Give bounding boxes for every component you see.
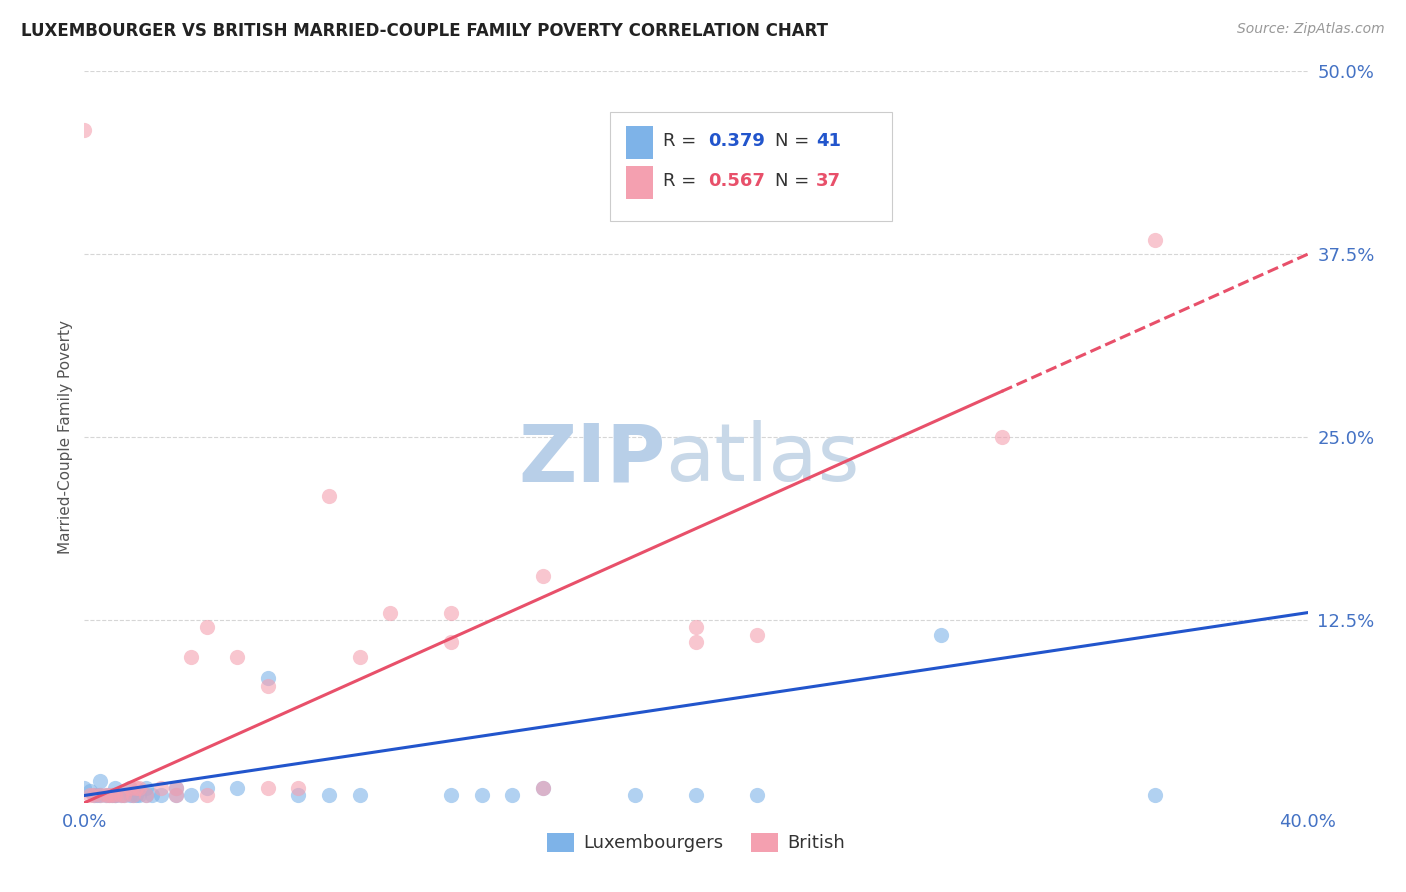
Point bbox=[135, 781, 157, 796]
Point bbox=[165, 781, 187, 796]
Point bbox=[1143, 233, 1166, 247]
Point bbox=[747, 789, 769, 803]
Point bbox=[101, 789, 124, 803]
Text: 37: 37 bbox=[815, 172, 841, 190]
Point bbox=[86, 789, 108, 803]
Point bbox=[89, 789, 111, 803]
FancyBboxPatch shape bbox=[610, 112, 891, 221]
Text: R =: R = bbox=[664, 132, 702, 150]
Point bbox=[97, 789, 120, 803]
Y-axis label: Married-Couple Family Poverty: Married-Couple Family Poverty bbox=[58, 320, 73, 554]
Text: atlas: atlas bbox=[665, 420, 859, 498]
Text: N =: N = bbox=[776, 172, 815, 190]
Point bbox=[125, 789, 148, 803]
Point bbox=[929, 627, 952, 641]
Point bbox=[135, 789, 157, 803]
Point bbox=[94, 789, 117, 803]
Point bbox=[149, 781, 172, 796]
Point bbox=[747, 627, 769, 641]
Text: 0.567: 0.567 bbox=[709, 172, 765, 190]
Point bbox=[531, 781, 554, 796]
Text: R =: R = bbox=[664, 172, 702, 190]
Legend: Luxembourgers, British: Luxembourgers, British bbox=[540, 826, 852, 860]
Point bbox=[101, 789, 124, 803]
Point bbox=[685, 789, 707, 803]
Point bbox=[195, 620, 218, 634]
Point bbox=[97, 789, 120, 803]
Point bbox=[104, 789, 127, 803]
Point bbox=[165, 789, 187, 803]
Point bbox=[112, 789, 135, 803]
Point bbox=[195, 781, 218, 796]
Point bbox=[104, 781, 127, 796]
Point bbox=[120, 781, 142, 796]
Text: 41: 41 bbox=[815, 132, 841, 150]
Text: ZIP: ZIP bbox=[519, 420, 665, 498]
Point bbox=[120, 789, 142, 803]
Point bbox=[79, 784, 101, 798]
Point bbox=[380, 606, 402, 620]
Point bbox=[349, 649, 371, 664]
FancyBboxPatch shape bbox=[626, 126, 654, 159]
Point bbox=[318, 789, 340, 803]
Point bbox=[73, 781, 96, 796]
Point bbox=[122, 789, 145, 803]
Point bbox=[1143, 789, 1166, 803]
Point bbox=[165, 789, 187, 803]
Point bbox=[685, 635, 707, 649]
Point bbox=[141, 789, 163, 803]
Text: LUXEMBOURGER VS BRITISH MARRIED-COUPLE FAMILY POVERTY CORRELATION CHART: LUXEMBOURGER VS BRITISH MARRIED-COUPLE F… bbox=[21, 22, 828, 40]
Point bbox=[318, 489, 340, 503]
Point bbox=[991, 430, 1014, 444]
Point bbox=[180, 789, 202, 803]
Point bbox=[257, 679, 280, 693]
Point bbox=[104, 789, 127, 803]
Point bbox=[257, 781, 280, 796]
Point bbox=[624, 789, 647, 803]
Point bbox=[149, 789, 172, 803]
Point bbox=[94, 789, 117, 803]
Point bbox=[125, 781, 148, 796]
Point bbox=[122, 789, 145, 803]
Text: Source: ZipAtlas.com: Source: ZipAtlas.com bbox=[1237, 22, 1385, 37]
Point bbox=[440, 606, 463, 620]
Point bbox=[471, 789, 494, 803]
Point bbox=[349, 789, 371, 803]
Point bbox=[531, 569, 554, 583]
Text: 0.379: 0.379 bbox=[709, 132, 765, 150]
Point bbox=[89, 773, 111, 788]
Point bbox=[440, 635, 463, 649]
FancyBboxPatch shape bbox=[626, 167, 654, 199]
Point bbox=[287, 781, 309, 796]
Point bbox=[73, 123, 96, 137]
Point bbox=[120, 781, 142, 796]
Point bbox=[440, 789, 463, 803]
Point bbox=[195, 789, 218, 803]
Text: N =: N = bbox=[776, 132, 815, 150]
Point bbox=[79, 789, 101, 803]
Point bbox=[226, 781, 249, 796]
Point bbox=[135, 789, 157, 803]
Point bbox=[287, 789, 309, 803]
Point bbox=[110, 789, 132, 803]
Point bbox=[128, 789, 150, 803]
Point bbox=[502, 789, 524, 803]
Point bbox=[83, 789, 105, 803]
Point bbox=[112, 789, 135, 803]
Point bbox=[531, 781, 554, 796]
Point bbox=[257, 672, 280, 686]
Point bbox=[226, 649, 249, 664]
Point bbox=[128, 781, 150, 796]
Point bbox=[165, 781, 187, 796]
Point bbox=[180, 649, 202, 664]
Point bbox=[110, 789, 132, 803]
Point bbox=[83, 789, 105, 803]
Point bbox=[685, 620, 707, 634]
Point bbox=[104, 789, 127, 803]
Point bbox=[89, 789, 111, 803]
